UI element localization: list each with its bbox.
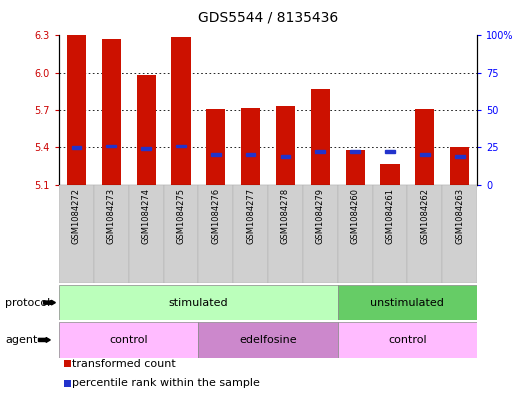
- Bar: [211, 154, 221, 156]
- Bar: [59, 322, 199, 358]
- Text: GSM1084272: GSM1084272: [72, 187, 81, 244]
- Bar: [102, 39, 121, 185]
- Bar: [71, 146, 81, 149]
- Bar: [129, 185, 164, 283]
- Bar: [381, 163, 400, 185]
- Bar: [420, 154, 430, 156]
- Bar: [303, 185, 338, 283]
- Bar: [94, 185, 129, 283]
- Bar: [171, 37, 190, 185]
- Bar: [281, 155, 290, 158]
- Text: GSM1084276: GSM1084276: [211, 187, 220, 244]
- Bar: [59, 285, 338, 320]
- Bar: [311, 89, 330, 185]
- Bar: [442, 185, 477, 283]
- Bar: [372, 185, 407, 283]
- Text: control: control: [388, 335, 427, 345]
- Bar: [67, 35, 86, 185]
- Bar: [338, 285, 477, 320]
- Text: transformed count: transformed count: [71, 358, 175, 369]
- Bar: [315, 151, 325, 153]
- Text: GSM1084260: GSM1084260: [351, 187, 360, 244]
- Bar: [241, 108, 260, 185]
- Text: stimulated: stimulated: [169, 298, 228, 308]
- Bar: [176, 145, 186, 147]
- Bar: [233, 185, 268, 283]
- Bar: [407, 185, 442, 283]
- Bar: [338, 185, 372, 283]
- Text: GSM1084261: GSM1084261: [385, 187, 394, 244]
- Bar: [338, 322, 477, 358]
- Text: GSM1084273: GSM1084273: [107, 187, 116, 244]
- Bar: [455, 155, 465, 158]
- Bar: [268, 185, 303, 283]
- Text: control: control: [109, 335, 148, 345]
- Bar: [346, 150, 365, 185]
- Bar: [246, 154, 255, 156]
- Text: GSM1084278: GSM1084278: [281, 187, 290, 244]
- Text: GSM1084279: GSM1084279: [316, 187, 325, 244]
- Bar: [350, 151, 360, 153]
- Bar: [199, 185, 233, 283]
- Text: GSM1084274: GSM1084274: [142, 187, 151, 244]
- Text: percentile rank within the sample: percentile rank within the sample: [71, 378, 260, 388]
- Text: unstimulated: unstimulated: [370, 298, 444, 308]
- Bar: [136, 75, 155, 185]
- Bar: [385, 151, 395, 153]
- Text: GSM1084263: GSM1084263: [455, 187, 464, 244]
- Bar: [199, 322, 338, 358]
- Text: GSM1084277: GSM1084277: [246, 187, 255, 244]
- Text: protocol: protocol: [5, 298, 50, 308]
- Text: agent: agent: [5, 335, 37, 345]
- Bar: [164, 185, 199, 283]
- Text: edelfosine: edelfosine: [239, 335, 297, 345]
- Bar: [106, 145, 116, 147]
- Text: GSM1084275: GSM1084275: [176, 187, 185, 244]
- Bar: [59, 185, 94, 283]
- Text: GDS5544 / 8135436: GDS5544 / 8135436: [198, 11, 338, 25]
- Bar: [450, 147, 469, 185]
- Bar: [276, 106, 295, 185]
- Text: GSM1084262: GSM1084262: [420, 187, 429, 244]
- Bar: [415, 109, 435, 185]
- Bar: [141, 147, 151, 150]
- Bar: [206, 109, 225, 185]
